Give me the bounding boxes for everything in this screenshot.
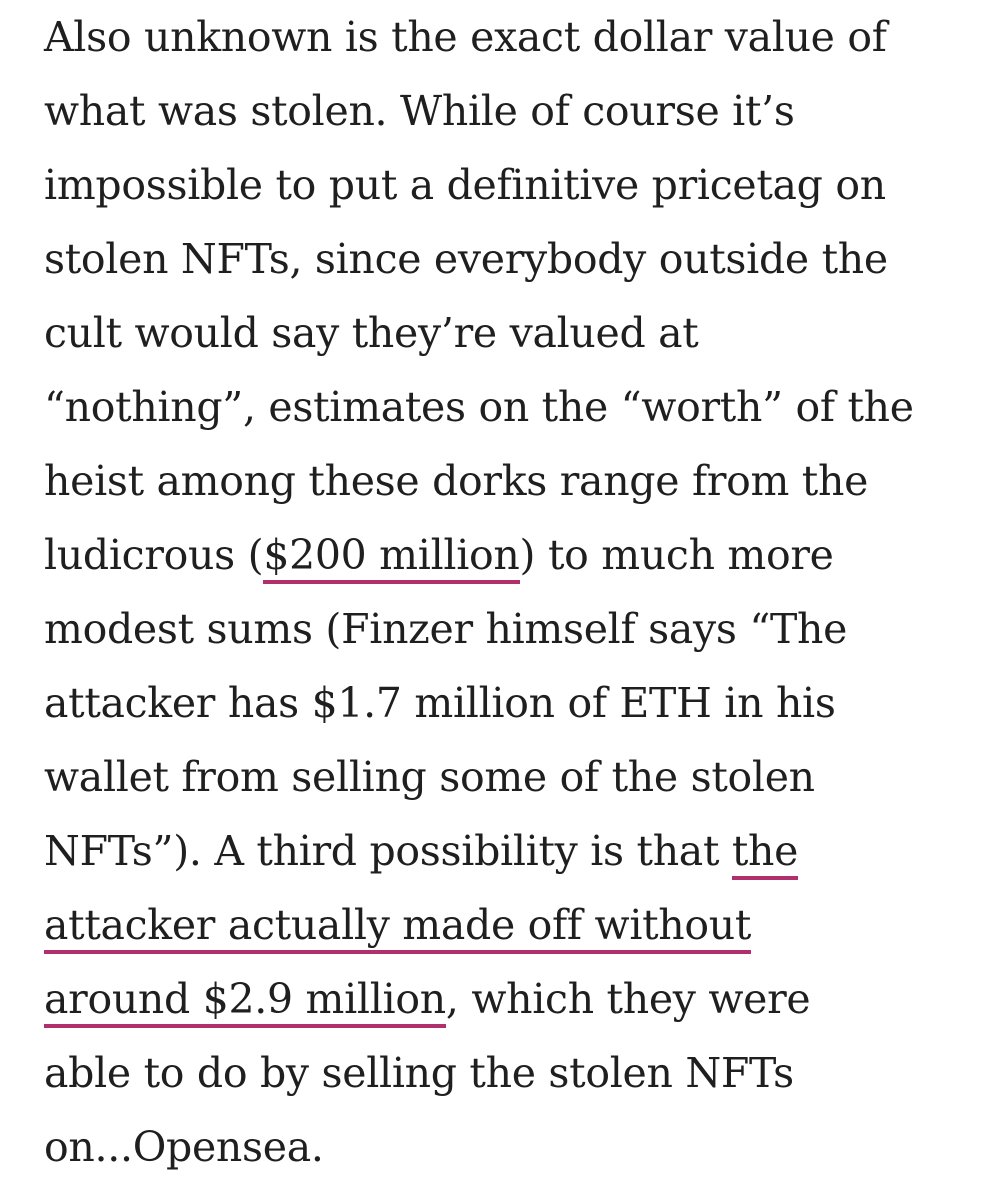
text-segment: NFTs”). A third possibility is that (44, 827, 732, 875)
text-line: on...Opensea. (44, 1123, 324, 1171)
text-line: wallet from selling some of the stolen (44, 753, 815, 801)
text-segment: , which they were (445, 975, 811, 1023)
link-2-9-million-part2[interactable]: attacker actually made off without (44, 901, 751, 954)
text-line: impossible to put a definitive pricetag … (44, 161, 886, 209)
text-line: “nothing”, estimates on the “worth” of t… (44, 383, 914, 431)
link-2-9-million-part1[interactable]: the (731, 827, 798, 880)
text-line: what was stolen. While of course it’s (44, 87, 795, 135)
text-line: around $2.9 million, which they were (44, 962, 811, 1036)
link-200-million[interactable]: $200 million (263, 531, 520, 584)
text-line: able to do by selling the stolen NFTs (44, 1049, 794, 1097)
text-segment: ) to much more (519, 531, 834, 579)
text-line: attacker actually made off without (44, 888, 751, 962)
text-line: NFTs”). A third possibility is that the (44, 814, 798, 888)
text-line: Also unknown is the exact dollar value o… (44, 13, 887, 61)
text-segment: ludicrous ( (44, 531, 264, 579)
text-line: modest sums (Finzer himself says “The (44, 605, 848, 653)
link-2-9-million-part3[interactable]: around $2.9 million (44, 975, 446, 1028)
text-line: ludicrous ($200 million) to much more (44, 518, 834, 592)
text-line: stolen NFTs, since everybody outside the (44, 235, 888, 283)
text-line: cult would say they’re valued at (44, 309, 699, 357)
text-line: attacker has $1.7 million of ETH in his (44, 679, 836, 727)
text-line: heist among these dorks range from the (44, 457, 869, 505)
